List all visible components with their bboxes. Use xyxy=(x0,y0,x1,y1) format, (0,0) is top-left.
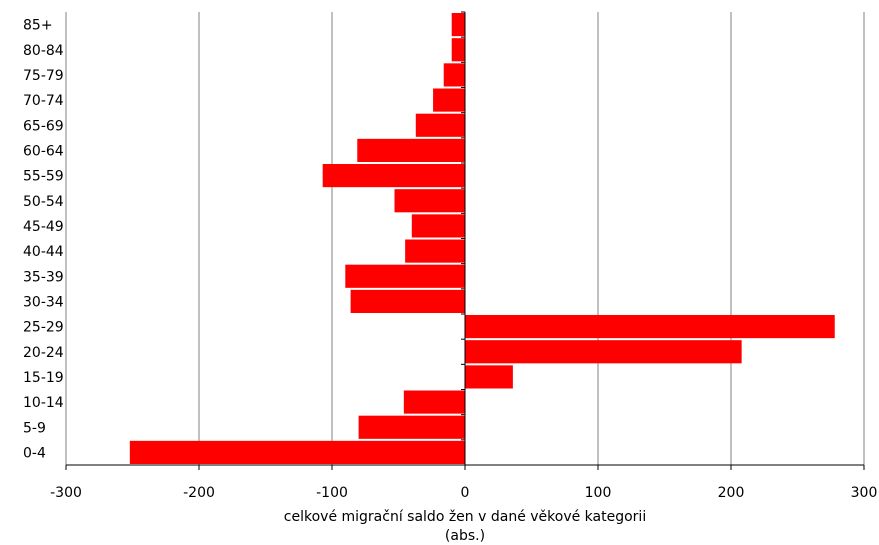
category-label: 60-64 xyxy=(23,143,64,159)
x-tick-label: -100 xyxy=(316,485,348,501)
x-tick-label: -300 xyxy=(50,485,82,501)
bar xyxy=(394,189,465,213)
bar xyxy=(465,315,835,339)
bar xyxy=(443,63,465,87)
category-label: 20-24 xyxy=(23,345,64,361)
axes xyxy=(65,11,865,470)
bar xyxy=(451,13,465,37)
bar xyxy=(129,440,465,464)
category-label: 45-49 xyxy=(23,219,64,235)
category-label: 80-84 xyxy=(23,43,64,59)
bar xyxy=(465,365,513,389)
category-label: 35-39 xyxy=(23,269,64,285)
x-tick-label: 100 xyxy=(585,485,612,501)
bar xyxy=(403,390,465,414)
x-axis-title-line1: celkové migrační saldo žen v dané věkové… xyxy=(284,509,646,525)
x-axis-title-line2: (abs.) xyxy=(445,528,485,544)
bar xyxy=(405,239,465,263)
bar xyxy=(350,289,465,313)
category-label: 85+ xyxy=(23,18,53,34)
bar xyxy=(345,264,465,288)
bars xyxy=(129,13,835,464)
x-tick-label: 0 xyxy=(461,485,470,501)
gridlines xyxy=(65,12,865,465)
category-label: 15-19 xyxy=(23,370,64,386)
tick-labels: -300 -200 -100 0 100 200 300 xyxy=(50,485,877,501)
category-label: 40-44 xyxy=(23,244,64,260)
category-label: 50-54 xyxy=(23,194,64,210)
category-labels: 0-4 5-9 10-14 15-19 20-24 25-29 30-34 35-39 40-4… xyxy=(23,18,64,462)
bar xyxy=(322,164,465,188)
bar xyxy=(433,88,465,112)
bar xyxy=(411,214,465,238)
x-tick-label: 300 xyxy=(851,485,878,501)
category-label: 70-74 xyxy=(23,93,64,109)
category-label: 55-59 xyxy=(23,169,64,185)
category-label: 30-34 xyxy=(23,294,64,310)
category-label: 25-29 xyxy=(23,320,64,336)
x-tick-label: -200 xyxy=(183,485,215,501)
category-label: 5-9 xyxy=(23,420,46,436)
bar xyxy=(358,415,465,439)
category-label: 65-69 xyxy=(23,118,64,134)
bar xyxy=(415,113,465,137)
category-label: 75-79 xyxy=(23,68,64,84)
bar xyxy=(357,138,465,162)
bar xyxy=(451,38,465,62)
category-label: 0-4 xyxy=(23,445,46,461)
bar xyxy=(465,340,742,364)
x-tick-label: 200 xyxy=(718,485,745,501)
category-label: 10-14 xyxy=(23,395,64,411)
